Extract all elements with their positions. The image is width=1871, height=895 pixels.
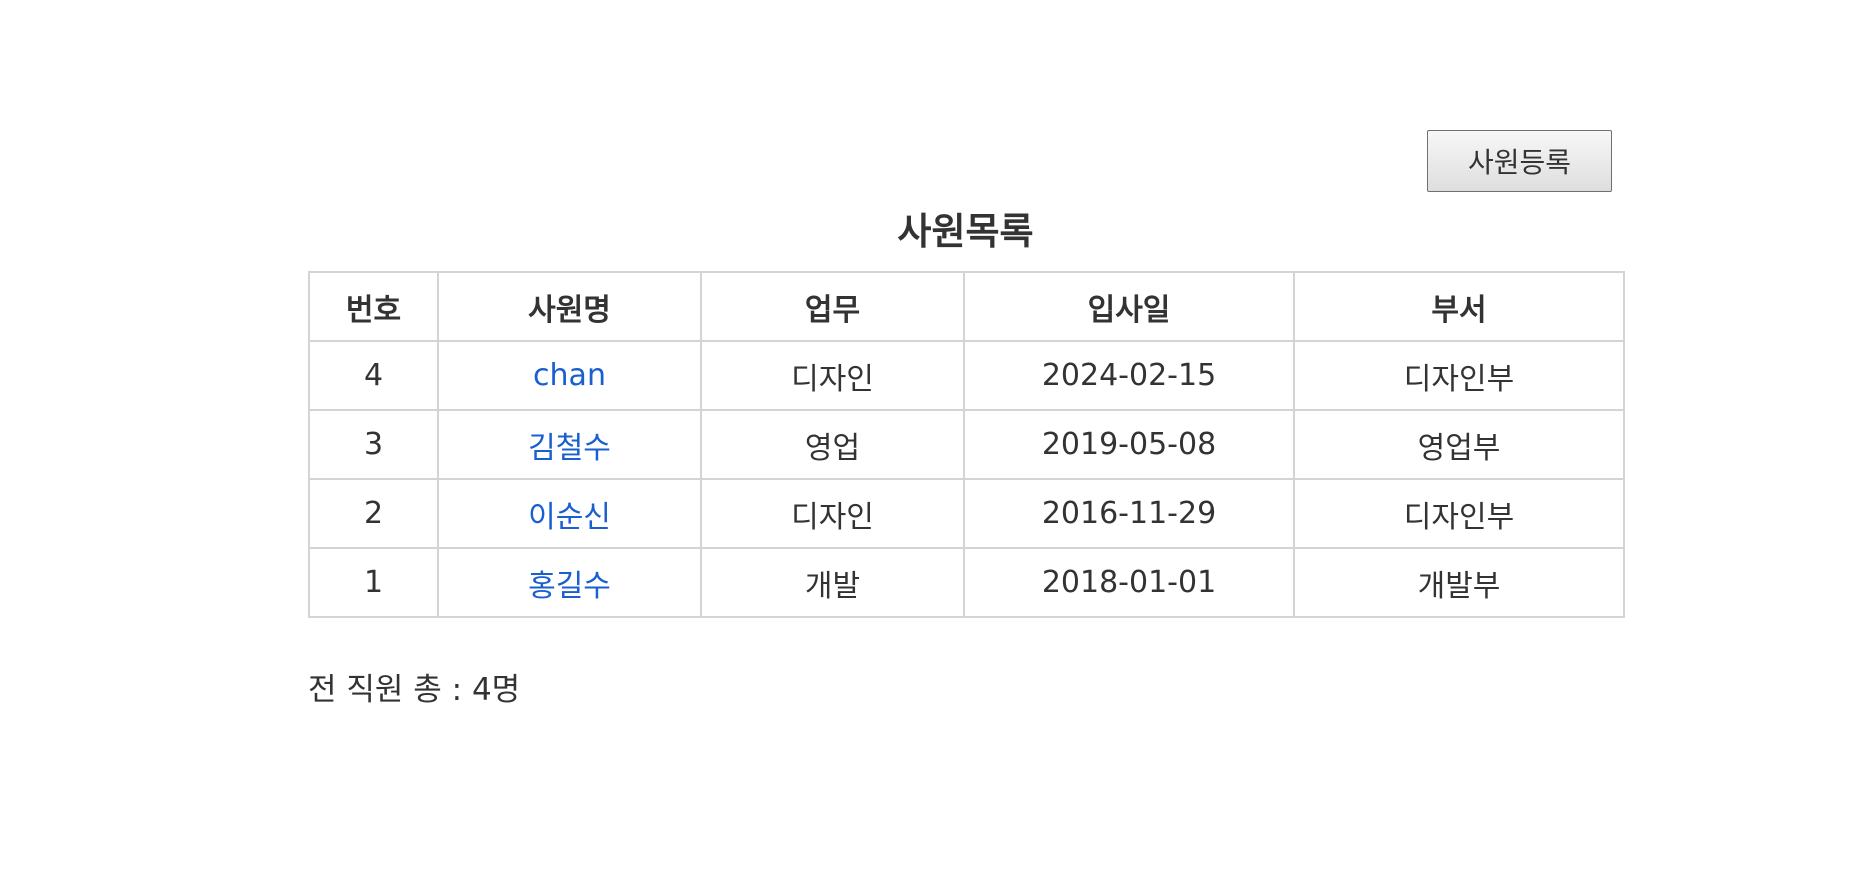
cell-number: 3 xyxy=(308,409,439,480)
cell-number: 1 xyxy=(308,547,439,618)
header-hire-date: 입사일 xyxy=(963,271,1295,342)
table-row: 1 홍길수 개발 2018-01-01 개발부 xyxy=(308,547,1625,618)
header-department: 부서 xyxy=(1293,271,1625,342)
cell-department: 디자인부 xyxy=(1293,340,1625,411)
cell-hire-date: 2016-11-29 xyxy=(963,478,1295,549)
cell-employee-name: chan xyxy=(437,340,702,411)
page-title: 사원목록 xyxy=(897,210,1034,253)
employee-name-link[interactable]: 이순신 xyxy=(528,499,611,535)
cell-department: 디자인부 xyxy=(1293,478,1625,549)
cell-hire-date: 2024-02-15 xyxy=(963,340,1295,411)
cell-job: 개발 xyxy=(700,547,965,618)
header-employee-name: 사원명 xyxy=(437,271,702,342)
cell-employee-name: 김철수 xyxy=(437,409,702,480)
header-job: 업무 xyxy=(700,271,965,342)
table-row: 3 김철수 영업 2019-05-08 영업부 xyxy=(308,409,1625,480)
cell-number: 2 xyxy=(308,478,439,549)
cell-hire-date: 2019-05-08 xyxy=(963,409,1295,480)
cell-job: 영업 xyxy=(700,409,965,480)
register-employee-button[interactable]: 사원등록 xyxy=(1427,130,1612,192)
cell-job: 디자인 xyxy=(700,340,965,411)
cell-hire-date: 2018-01-01 xyxy=(963,547,1295,618)
cell-job: 디자인 xyxy=(700,478,965,549)
employee-table: 번호 사원명 업무 입사일 부서 4 chan 디자인 2024-02-15 디… xyxy=(308,271,1625,618)
cell-employee-name: 홍길수 xyxy=(437,547,702,618)
table-row: 4 chan 디자인 2024-02-15 디자인부 xyxy=(308,340,1625,411)
table-row: 2 이순신 디자인 2016-11-29 디자인부 xyxy=(308,478,1625,549)
cell-department: 개발부 xyxy=(1293,547,1625,618)
table-header-row: 번호 사원명 업무 입사일 부서 xyxy=(308,271,1625,342)
employee-name-link[interactable]: chan xyxy=(533,358,606,393)
cell-employee-name: 이순신 xyxy=(437,478,702,549)
cell-department: 영업부 xyxy=(1293,409,1625,480)
employee-name-link[interactable]: 홍길수 xyxy=(528,568,611,604)
total-employee-count: 전 직원 총 : 4명 xyxy=(308,672,521,708)
header-number: 번호 xyxy=(308,271,439,342)
cell-number: 4 xyxy=(308,340,439,411)
employee-name-link[interactable]: 김철수 xyxy=(528,430,611,466)
